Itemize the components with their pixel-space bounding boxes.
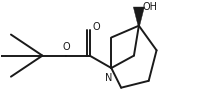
Text: OH: OH (143, 2, 158, 12)
Polygon shape (133, 8, 144, 26)
Text: O: O (62, 42, 70, 52)
Text: N: N (105, 72, 112, 82)
Text: O: O (93, 22, 100, 31)
